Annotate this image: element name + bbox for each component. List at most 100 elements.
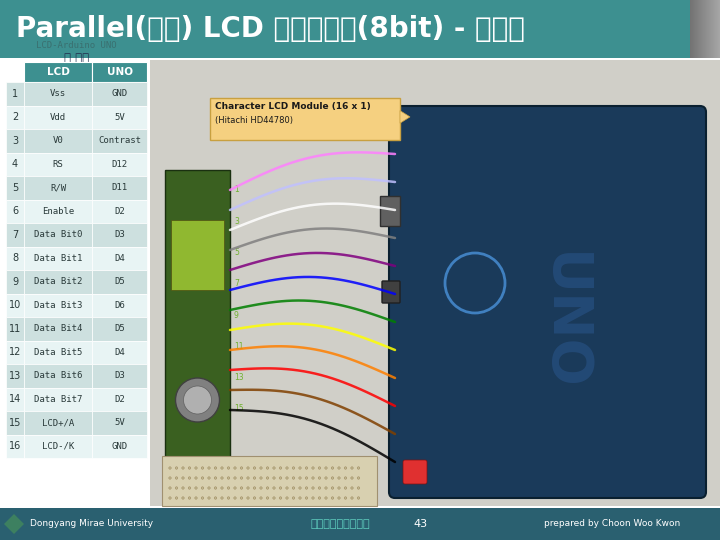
Text: UNO: UNO xyxy=(536,252,590,390)
FancyBboxPatch shape xyxy=(6,411,24,435)
FancyBboxPatch shape xyxy=(712,0,713,58)
FancyBboxPatch shape xyxy=(92,105,147,129)
Text: D5: D5 xyxy=(114,277,125,286)
Text: D5: D5 xyxy=(114,324,125,333)
Circle shape xyxy=(357,467,360,469)
Circle shape xyxy=(292,487,294,489)
Circle shape xyxy=(221,487,223,489)
Circle shape xyxy=(260,467,262,469)
FancyBboxPatch shape xyxy=(6,199,24,223)
Circle shape xyxy=(351,497,354,499)
FancyBboxPatch shape xyxy=(92,129,147,152)
Text: D4: D4 xyxy=(114,348,125,357)
Circle shape xyxy=(260,477,262,479)
Text: Data Bit5: Data Bit5 xyxy=(34,348,82,357)
FancyBboxPatch shape xyxy=(6,82,24,105)
Circle shape xyxy=(208,477,210,479)
Text: 5: 5 xyxy=(234,248,239,257)
Circle shape xyxy=(189,467,191,469)
Circle shape xyxy=(305,477,307,479)
Text: D12: D12 xyxy=(112,160,127,168)
FancyBboxPatch shape xyxy=(690,0,691,58)
Circle shape xyxy=(181,487,184,489)
Polygon shape xyxy=(4,514,24,534)
Text: 8: 8 xyxy=(12,253,18,263)
Text: 13: 13 xyxy=(234,373,243,382)
Circle shape xyxy=(292,477,294,479)
Circle shape xyxy=(175,487,178,489)
FancyBboxPatch shape xyxy=(24,388,92,411)
Text: Character LCD Module (16 x 1): Character LCD Module (16 x 1) xyxy=(215,102,371,111)
Circle shape xyxy=(202,487,204,489)
Text: 핀 연결: 핀 연결 xyxy=(64,52,89,65)
Circle shape xyxy=(228,497,230,499)
Circle shape xyxy=(305,487,307,489)
Text: LCD: LCD xyxy=(47,67,69,77)
Circle shape xyxy=(279,487,282,489)
Circle shape xyxy=(286,497,288,499)
Text: GND: GND xyxy=(112,89,127,98)
Text: 5V: 5V xyxy=(114,418,125,427)
FancyBboxPatch shape xyxy=(92,317,147,341)
Circle shape xyxy=(208,487,210,489)
Circle shape xyxy=(189,487,191,489)
FancyBboxPatch shape xyxy=(210,98,400,140)
Circle shape xyxy=(266,477,269,479)
Text: LCD-/K: LCD-/K xyxy=(42,442,74,451)
FancyBboxPatch shape xyxy=(702,0,703,58)
Text: Parallel(뱑렬) LCD 디스플레이(8bit) - 배선도: Parallel(뱑렬) LCD 디스플레이(8bit) - 배선도 xyxy=(16,15,525,43)
FancyBboxPatch shape xyxy=(0,508,720,540)
FancyBboxPatch shape xyxy=(708,0,709,58)
Text: Dongyang Mirae University: Dongyang Mirae University xyxy=(30,519,153,529)
FancyBboxPatch shape xyxy=(707,0,708,58)
FancyBboxPatch shape xyxy=(717,0,718,58)
Circle shape xyxy=(357,477,360,479)
Circle shape xyxy=(325,497,327,499)
FancyBboxPatch shape xyxy=(703,0,704,58)
FancyBboxPatch shape xyxy=(714,0,715,58)
Circle shape xyxy=(279,477,282,479)
Text: 7: 7 xyxy=(12,230,18,240)
Circle shape xyxy=(195,497,197,499)
Circle shape xyxy=(357,497,360,499)
Circle shape xyxy=(168,467,171,469)
Text: 43: 43 xyxy=(413,519,427,529)
FancyBboxPatch shape xyxy=(24,364,92,388)
FancyBboxPatch shape xyxy=(6,341,24,364)
Text: 5V: 5V xyxy=(114,113,125,122)
Text: Vdd: Vdd xyxy=(50,113,66,122)
Circle shape xyxy=(299,487,301,489)
FancyBboxPatch shape xyxy=(24,152,92,176)
Circle shape xyxy=(344,467,347,469)
FancyBboxPatch shape xyxy=(699,0,700,58)
FancyBboxPatch shape xyxy=(6,105,24,129)
FancyBboxPatch shape xyxy=(92,270,147,294)
FancyBboxPatch shape xyxy=(6,176,24,199)
FancyBboxPatch shape xyxy=(718,0,719,58)
Circle shape xyxy=(240,487,243,489)
FancyBboxPatch shape xyxy=(701,0,702,58)
Text: V0: V0 xyxy=(53,136,63,145)
FancyBboxPatch shape xyxy=(6,364,24,388)
Text: 9: 9 xyxy=(12,276,18,287)
FancyBboxPatch shape xyxy=(709,0,710,58)
Text: R/W: R/W xyxy=(50,183,66,192)
Circle shape xyxy=(189,497,191,499)
Circle shape xyxy=(266,467,269,469)
Text: 7: 7 xyxy=(234,279,239,288)
Circle shape xyxy=(318,497,320,499)
FancyBboxPatch shape xyxy=(24,317,92,341)
Circle shape xyxy=(318,467,320,469)
Text: 15: 15 xyxy=(9,418,21,428)
Circle shape xyxy=(189,477,191,479)
Text: 1: 1 xyxy=(234,186,239,194)
Text: 13: 13 xyxy=(9,371,21,381)
FancyBboxPatch shape xyxy=(6,388,24,411)
Circle shape xyxy=(215,467,217,469)
Circle shape xyxy=(234,477,236,479)
Circle shape xyxy=(221,497,223,499)
FancyBboxPatch shape xyxy=(162,456,377,506)
FancyBboxPatch shape xyxy=(719,0,720,58)
FancyBboxPatch shape xyxy=(692,0,693,58)
Text: 11: 11 xyxy=(234,342,243,351)
